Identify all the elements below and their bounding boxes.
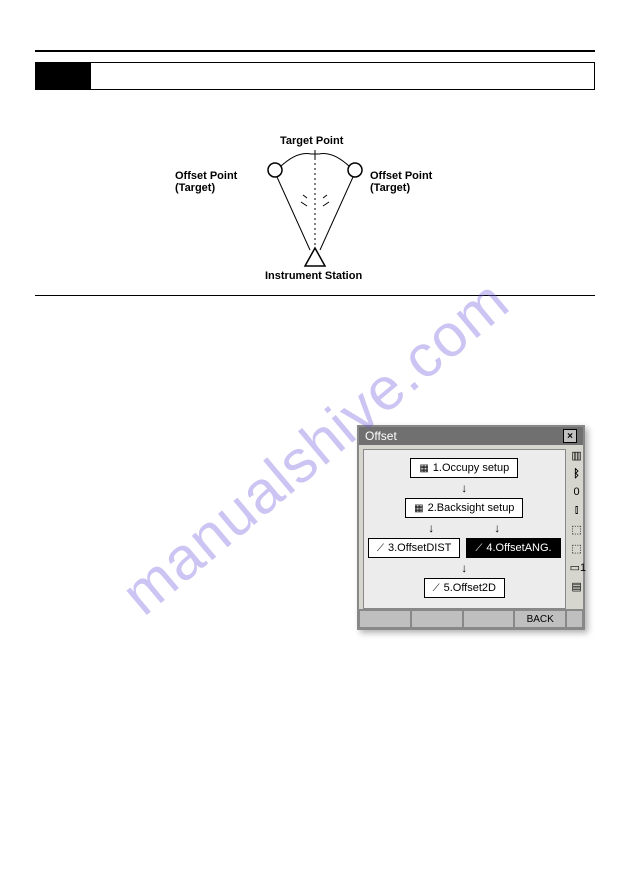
card-icon: ▤ (570, 580, 584, 593)
section-title-box (35, 62, 595, 90)
diagram-bottom-label: Instrument Station (265, 270, 362, 282)
grid-icon: ▦ (419, 463, 428, 474)
side-zero: 0 (570, 486, 584, 498)
offset-2d-button[interactable]: ⟋ 5.Offset2D (424, 578, 505, 598)
dialog-title-text: Offset (365, 429, 397, 443)
offset-ang-button[interactable]: ⟋ 4.OffsetANG. (466, 538, 560, 558)
footer-button-1[interactable] (359, 610, 411, 628)
mid-rule (35, 295, 595, 296)
angle-icon: ⟋ (475, 543, 482, 554)
top-rule (35, 50, 595, 52)
signal-icon: ⫾ (570, 504, 584, 517)
diagram-top-label: Target Point (280, 135, 343, 147)
offset-dist-button[interactable]: ⟋ 3.OffsetDIST (368, 538, 460, 558)
battery-icon: ▥ (570, 449, 584, 462)
level-icon: ⬚ (570, 542, 584, 555)
diagram-left-label: Offset Point (Target) (175, 170, 237, 194)
footer-button-2[interactable] (411, 610, 463, 628)
backsight-setup-button[interactable]: ▦ 2.Backsight setup (405, 498, 523, 518)
dialog-side-panel: ▥ ᛒ 0 ⫾ ⬚ ⬚ ▭1 ▤ (568, 445, 586, 609)
offset-dialog: Offset × ▦ 1.Occupy setup ↓ ▦ 2.Backsigh… (357, 425, 585, 630)
diagram-right-label: Offset Point (Target) (370, 170, 432, 194)
section-title-black (36, 63, 91, 89)
dialog-titlebar: Offset × (359, 427, 583, 445)
offset-diagram: Target Point Offset Point (Target) Offse… (185, 140, 445, 270)
memory-icon: ▭1 (570, 561, 584, 574)
arrow-down-icon: ↓ (461, 561, 467, 575)
footer-button-5[interactable] (566, 610, 583, 628)
arrow-down-icon: ↓ (428, 521, 434, 535)
dialog-footer: BACK (359, 609, 583, 628)
flow-panel: ▦ 1.Occupy setup ↓ ▦ 2.Backsight setup ↓… (363, 449, 566, 609)
arrow-down-icon: ↓ (461, 481, 467, 495)
bluetooth-icon: ᛒ (570, 468, 584, 480)
angle-icon: ⟋ (377, 543, 384, 554)
close-icon[interactable]: × (563, 429, 577, 443)
target-icon: ⬚ (570, 523, 584, 536)
back-button[interactable]: BACK (514, 610, 566, 628)
arrow-down-icon: ↓ (494, 521, 500, 535)
angle-icon: ⟋ (433, 583, 440, 594)
occupy-setup-button[interactable]: ▦ 1.Occupy setup (410, 458, 518, 478)
footer-button-3[interactable] (463, 610, 515, 628)
grid-icon: ▦ (414, 503, 423, 514)
